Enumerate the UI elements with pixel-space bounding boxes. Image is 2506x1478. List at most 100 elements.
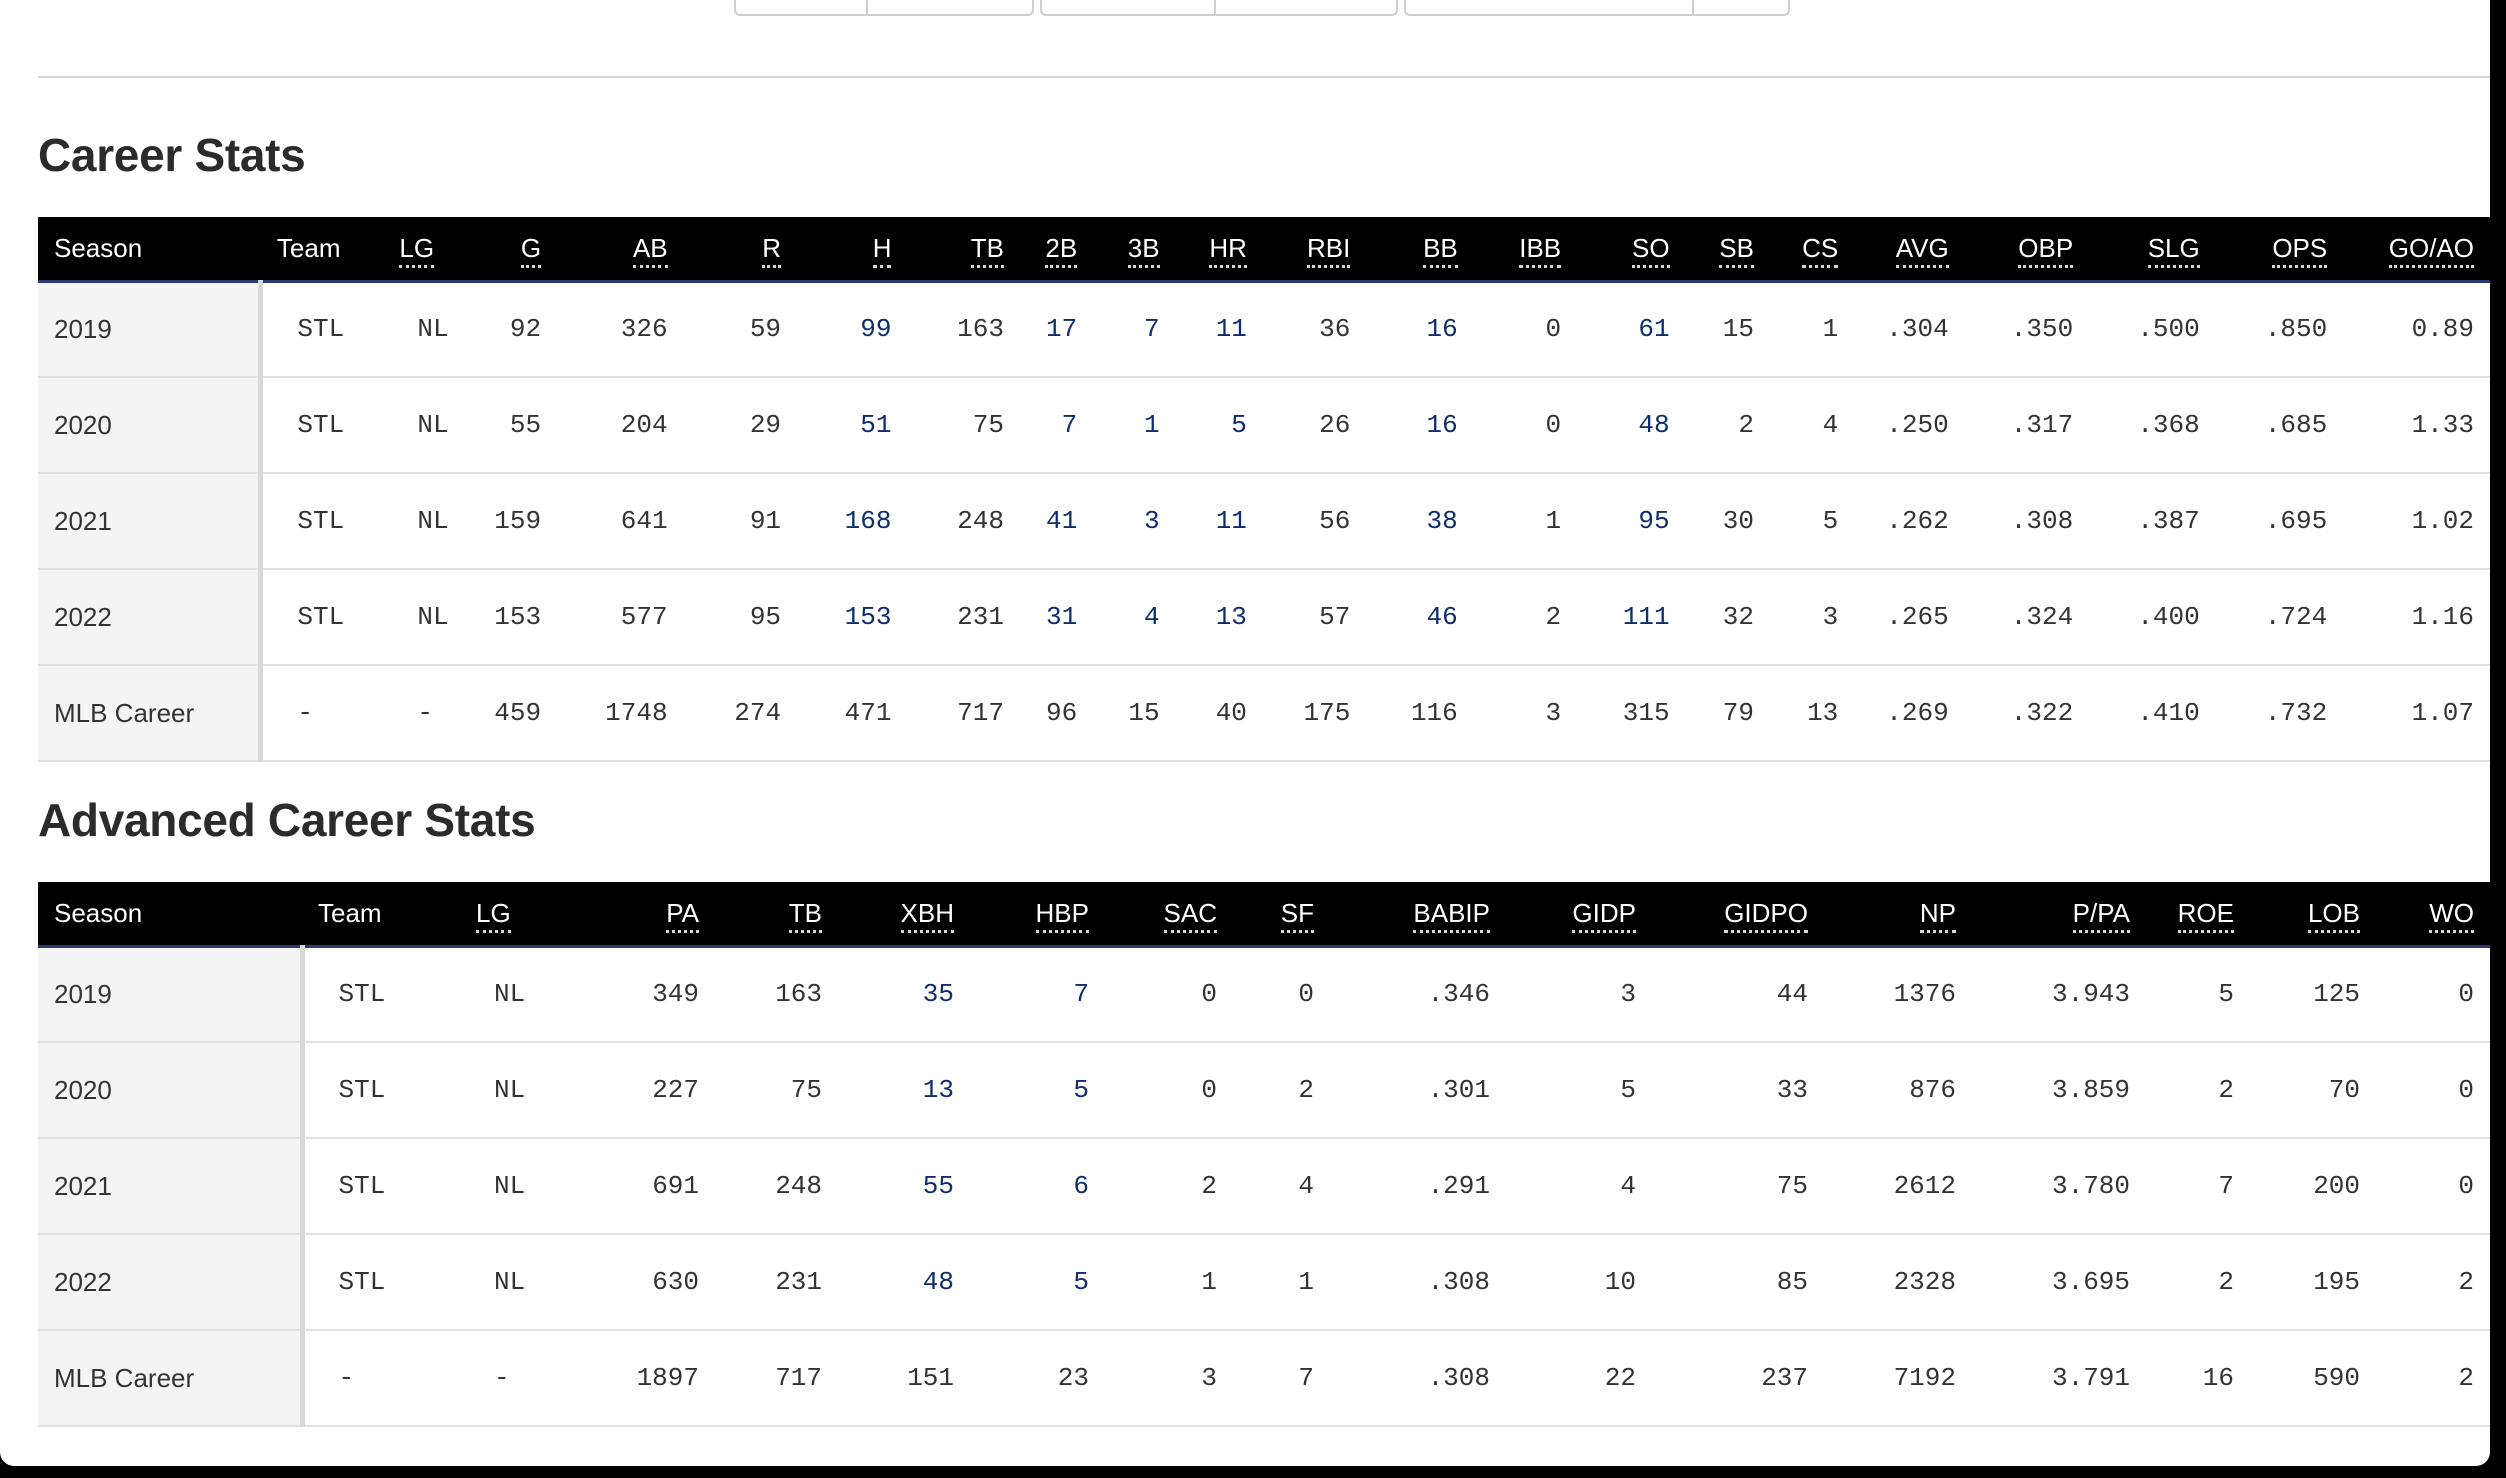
cell-avg: .304 — [1854, 281, 1965, 378]
cell-go-ao: 0.89 — [2343, 281, 2490, 378]
col-header-r[interactable]: R — [683, 217, 798, 283]
col-header-rbi[interactable]: RBI — [1262, 217, 1367, 283]
cell-h[interactable]: 153 — [797, 569, 908, 666]
cell-xbh[interactable]: 48 — [838, 1234, 970, 1331]
col-header-obp[interactable]: OBP — [1964, 217, 2090, 283]
col-header-ibb[interactable]: IBB — [1473, 217, 1578, 283]
col-header-3b[interactable]: 3B — [1093, 217, 1176, 283]
col-header-label: H — [872, 232, 892, 268]
stat-type-toggle[interactable] — [734, 0, 1034, 16]
col-header-ops[interactable]: OPS — [2215, 217, 2344, 283]
col-header-gidpo[interactable]: GIDPO — [1652, 882, 1824, 948]
col-header-tb[interactable]: TB — [715, 882, 838, 948]
col-header-hr[interactable]: HR — [1175, 217, 1263, 283]
cell-bb[interactable]: 16 — [1366, 281, 1474, 378]
cell-ops: .685 — [2215, 377, 2344, 474]
col-header-label: LOB — [2307, 897, 2360, 933]
cell-p-pa: 3.943 — [1972, 946, 2146, 1043]
col-header-go-ao[interactable]: GO/AO — [2343, 217, 2490, 283]
cell-ab: 1748 — [557, 665, 684, 762]
col-header-p-pa[interactable]: P/PA — [1972, 882, 2146, 948]
col-header-xbh[interactable]: XBH — [838, 882, 970, 948]
col-header-2b[interactable]: 2B — [1019, 217, 1094, 283]
stat-split-toggle[interactable] — [1404, 0, 1790, 16]
col-header-slg[interactable]: SLG — [2089, 217, 2216, 283]
col-header-lob[interactable]: LOB — [2250, 882, 2376, 948]
cell-season: 2020 — [38, 377, 264, 474]
cell-bb[interactable]: 46 — [1366, 569, 1474, 666]
cell-hbp[interactable]: 5 — [970, 1042, 1105, 1139]
col-header-sb[interactable]: SB — [1685, 217, 1770, 283]
cell-h[interactable]: 51 — [797, 377, 908, 474]
cell-hr: 40 — [1175, 665, 1263, 762]
col-header-babip[interactable]: BABIP — [1330, 882, 1506, 948]
col-header-so[interactable]: SO — [1577, 217, 1686, 283]
cell-pa: 630 — [536, 1234, 715, 1331]
cell-2b[interactable]: 31 — [1019, 569, 1094, 666]
cell-obp: .322 — [1964, 665, 2090, 762]
col-header-gidp[interactable]: GIDP — [1506, 882, 1652, 948]
cell-bb[interactable]: 16 — [1366, 377, 1474, 474]
cell-so[interactable]: 111 — [1577, 569, 1686, 666]
cell-3b[interactable]: 4 — [1093, 569, 1176, 666]
cell-rbi: 36 — [1262, 281, 1367, 378]
col-header-label: AVG — [1895, 232, 1949, 268]
cell-tb: 75 — [907, 377, 1020, 474]
cell-2b[interactable]: 41 — [1019, 473, 1094, 570]
col-header-cs[interactable]: CS — [1769, 217, 1855, 283]
cell-sac: 3 — [1105, 1330, 1233, 1427]
cell-avg: .269 — [1854, 665, 1965, 762]
cell-rbi: 175 — [1262, 665, 1367, 762]
cell-hbp[interactable]: 6 — [970, 1138, 1105, 1235]
cell-so[interactable]: 95 — [1577, 473, 1686, 570]
cell-h[interactable]: 168 — [797, 473, 908, 570]
col-header-label: SAC — [1163, 897, 1217, 933]
col-header-avg[interactable]: AVG — [1854, 217, 1965, 283]
cell-h[interactable]: 99 — [797, 281, 908, 378]
cell-pa: 349 — [536, 946, 715, 1043]
cell-bb[interactable]: 38 — [1366, 473, 1474, 570]
col-header-hbp[interactable]: HBP — [970, 882, 1105, 948]
cell-xbh[interactable]: 55 — [838, 1138, 970, 1235]
cell-2b[interactable]: 17 — [1019, 281, 1094, 378]
cell-3b[interactable]: 7 — [1093, 281, 1176, 378]
cell-hr[interactable]: 5 — [1175, 377, 1263, 474]
cell-3b[interactable]: 1 — [1093, 377, 1176, 474]
cell-pa: 1897 — [536, 1330, 715, 1427]
cell-so[interactable]: 61 — [1577, 281, 1686, 378]
cell-hr[interactable]: 11 — [1175, 473, 1263, 570]
col-header-tb[interactable]: TB — [907, 217, 1020, 283]
col-header-label: HR — [1209, 232, 1247, 268]
cell-hr[interactable]: 11 — [1175, 281, 1263, 378]
col-header-wo[interactable]: WO — [2376, 882, 2490, 948]
cell-r: 29 — [683, 377, 798, 474]
col-header-sf[interactable]: SF — [1233, 882, 1330, 948]
cell-team: - — [260, 665, 384, 762]
cell-2b[interactable]: 7 — [1019, 377, 1094, 474]
col-header-ab[interactable]: AB — [557, 217, 684, 283]
col-header-bb[interactable]: BB — [1366, 217, 1474, 283]
cell-hbp[interactable]: 7 — [970, 946, 1105, 1043]
cell-hbp[interactable]: 5 — [970, 1234, 1105, 1331]
cell-3b[interactable]: 3 — [1093, 473, 1176, 570]
cell-g: 459 — [459, 665, 558, 762]
col-header-h[interactable]: H — [797, 217, 908, 283]
col-header-g[interactable]: G — [459, 217, 558, 283]
col-header-np[interactable]: NP — [1824, 882, 1972, 948]
career-stats-table: Season Team LG G AB R H TB 2B 3B HR RBI BB IBB SO SB CS A… — [38, 217, 2490, 762]
cell-xbh[interactable]: 13 — [838, 1042, 970, 1139]
cell-ibb: 0 — [1473, 377, 1578, 474]
col-header-sac[interactable]: SAC — [1105, 882, 1233, 948]
col-header-pa[interactable]: PA — [536, 882, 715, 948]
col-header-season: Season — [38, 882, 302, 948]
cell-ibb: 3 — [1473, 665, 1578, 762]
col-header-lg[interactable]: LG — [383, 217, 460, 283]
cell-so[interactable]: 48 — [1577, 377, 1686, 474]
stat-range-toggle[interactable] — [1040, 0, 1398, 16]
col-header-roe[interactable]: ROE — [2146, 882, 2250, 948]
table-row: 2020 STL NL 227 75 13 5 0 2.301 5 33 876 3.859 2 70 0 — [38, 1042, 2490, 1139]
col-header-lg[interactable]: LG — [460, 882, 536, 948]
cell-xbh[interactable]: 35 — [838, 946, 970, 1043]
cell-gidp: 10 — [1506, 1234, 1652, 1331]
cell-hr[interactable]: 13 — [1175, 569, 1263, 666]
